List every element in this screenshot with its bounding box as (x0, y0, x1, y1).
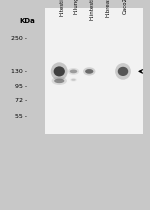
Ellipse shape (83, 67, 95, 76)
Ellipse shape (115, 63, 131, 80)
Ellipse shape (70, 78, 77, 82)
Ellipse shape (68, 68, 79, 75)
Text: 55 -: 55 - (15, 114, 27, 119)
Text: 72 -: 72 - (15, 98, 27, 103)
Ellipse shape (54, 66, 65, 76)
Ellipse shape (52, 77, 67, 85)
Text: H.intestine: H.intestine (89, 0, 94, 20)
Text: H.breast: H.breast (105, 0, 110, 17)
Text: 250 -: 250 - (11, 36, 27, 41)
Ellipse shape (71, 79, 76, 81)
Ellipse shape (85, 69, 93, 74)
Text: 130 -: 130 - (11, 69, 27, 74)
Ellipse shape (51, 62, 68, 80)
Text: Caco2: Caco2 (123, 0, 128, 14)
Ellipse shape (118, 67, 128, 76)
Bar (45, 8, 142, 134)
Ellipse shape (54, 79, 64, 83)
Text: 95 -: 95 - (15, 84, 27, 89)
Ellipse shape (70, 70, 77, 73)
Text: KDa: KDa (19, 18, 35, 24)
Text: H.testis: H.testis (59, 0, 64, 16)
Text: H.lung: H.lung (74, 0, 78, 14)
